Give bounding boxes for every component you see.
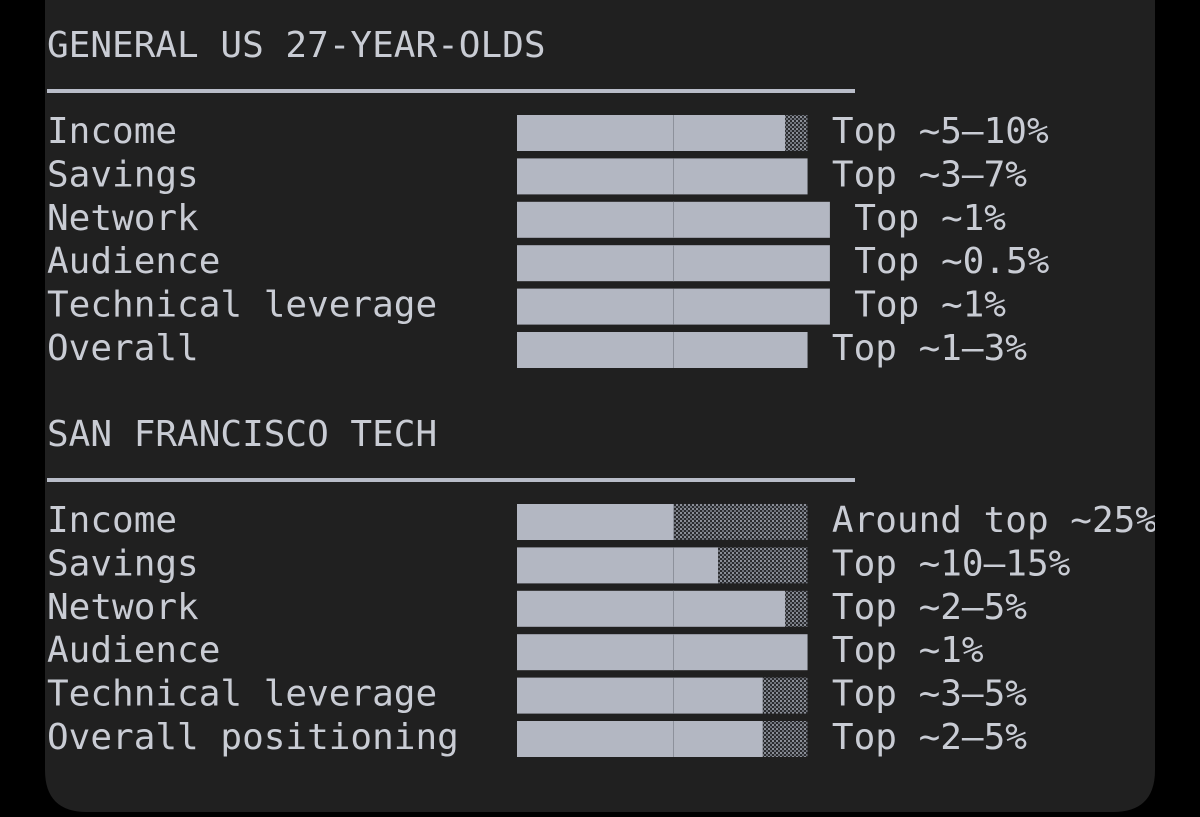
rank-label: Top ~2–5% [832,587,1027,628]
bar-shaded [718,547,808,584]
bar-filled [517,634,808,671]
section-title: GENERAL US 27-YEAR-OLDS [47,25,546,66]
rank-label: Around top ~25% [832,500,1157,541]
bar-shaded [785,115,808,151]
rank-label: Top ~1% [854,198,1006,239]
panel [45,0,1155,812]
rank-label: Top ~1–3% [832,328,1027,369]
rank-label: Top ~10–15% [832,543,1071,584]
bar-filled [517,504,674,540]
row-label: Overall [47,328,199,369]
rank-label: Top ~1% [832,630,984,671]
bar-filled [517,721,763,757]
rank-label: Top ~0.5% [854,241,1049,282]
row-label: Savings [47,154,199,195]
rank-label: Top ~3–7% [832,154,1027,195]
row-label: Income [47,111,177,152]
bar-shaded [673,504,808,540]
bar-shaded [762,721,808,757]
section-title: SAN FRANCISCO TECH [47,414,437,455]
rank-label: Top ~1% [854,285,1006,326]
divider [47,478,855,482]
bar-shaded [762,677,808,714]
row-label: Audience [47,630,220,671]
rank-label: Top ~3–5% [832,674,1027,715]
bar-filled [517,590,786,627]
rank-label: Top ~5–10% [832,111,1049,152]
content: GENERAL US 27-YEAR-OLDS Income Top ~5–10% S… [47,25,1157,758]
row-label: Network [47,198,199,239]
rank-label: Top ~2–5% [832,717,1027,758]
bar-filled [517,158,808,195]
bar-filled [517,547,719,584]
row-label: Income [47,500,177,541]
row-label: Savings [47,543,199,584]
bar-filled [517,677,763,714]
bar-filled [517,332,808,368]
row-label: Technical leverage [47,285,437,326]
bar-shaded [785,590,808,627]
row-label: Technical leverage [47,674,437,715]
row-label: Audience [47,241,220,282]
divider [47,89,855,93]
bar-filled [517,115,786,151]
row-label: Overall positioning [47,717,459,758]
row-label: Network [47,587,199,628]
